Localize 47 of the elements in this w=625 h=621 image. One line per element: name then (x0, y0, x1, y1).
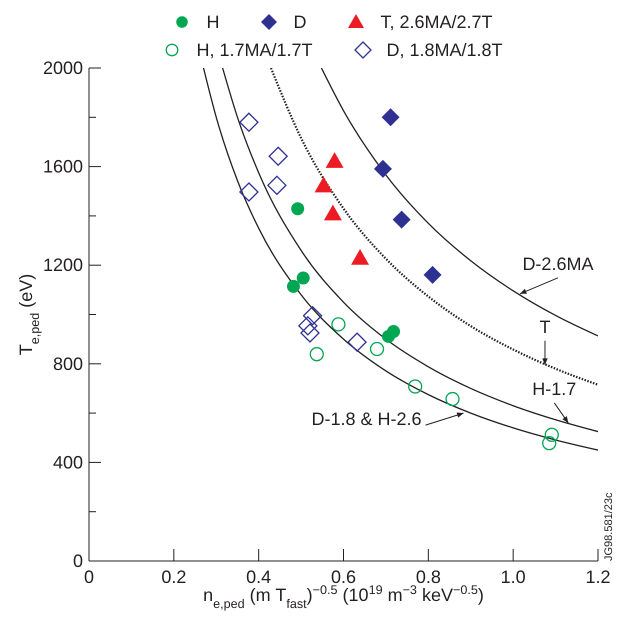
annotation: D-2.6MA (522, 254, 594, 274)
point (302, 306, 322, 326)
point (239, 112, 259, 132)
line-series (320, 68, 598, 337)
point (544, 428, 559, 442)
point (326, 152, 344, 168)
point (298, 316, 318, 336)
point (382, 108, 400, 126)
point (408, 379, 422, 394)
annotation: D-1.8 & H-2.6 (311, 409, 422, 430)
point (324, 204, 342, 220)
point (387, 325, 400, 338)
legend-label: H (206, 12, 220, 32)
point (331, 317, 346, 332)
x-tick-label: 1.0 (500, 567, 526, 587)
y-tick-label: 2000 (42, 58, 83, 78)
point (347, 332, 367, 352)
point (310, 347, 324, 362)
y-tick-label: 800 (52, 354, 83, 374)
point (392, 210, 411, 229)
point (351, 249, 370, 265)
point (296, 272, 310, 284)
y-tick-label: 1200 (42, 255, 83, 276)
point (239, 182, 259, 202)
point (542, 436, 556, 450)
point (314, 176, 333, 192)
x-tick-label: 1.2 (585, 567, 611, 587)
annotation: T (539, 316, 550, 337)
y-tick-label: 1600 (42, 156, 83, 177)
legend-label: D (293, 12, 306, 32)
legend-label: T, 2.6MA/2.7T (380, 12, 493, 32)
x-tick-label: 0.2 (161, 567, 186, 587)
y-tick-label: 0 (72, 551, 83, 571)
y-tick-label: 400 (52, 452, 83, 472)
point (286, 280, 300, 293)
point (374, 160, 392, 178)
point (267, 176, 287, 195)
point (445, 392, 460, 406)
point (424, 266, 442, 284)
point (291, 202, 304, 216)
text: JG98.581/23c (603, 492, 615, 561)
legend-label: D, 1.8MA/1.8T (386, 40, 503, 60)
legend-label: H, 1.7MA/1.7T (196, 40, 312, 60)
point (370, 342, 384, 356)
point (268, 146, 288, 166)
point (300, 323, 320, 343)
annotation: H-1.7 (532, 378, 576, 399)
